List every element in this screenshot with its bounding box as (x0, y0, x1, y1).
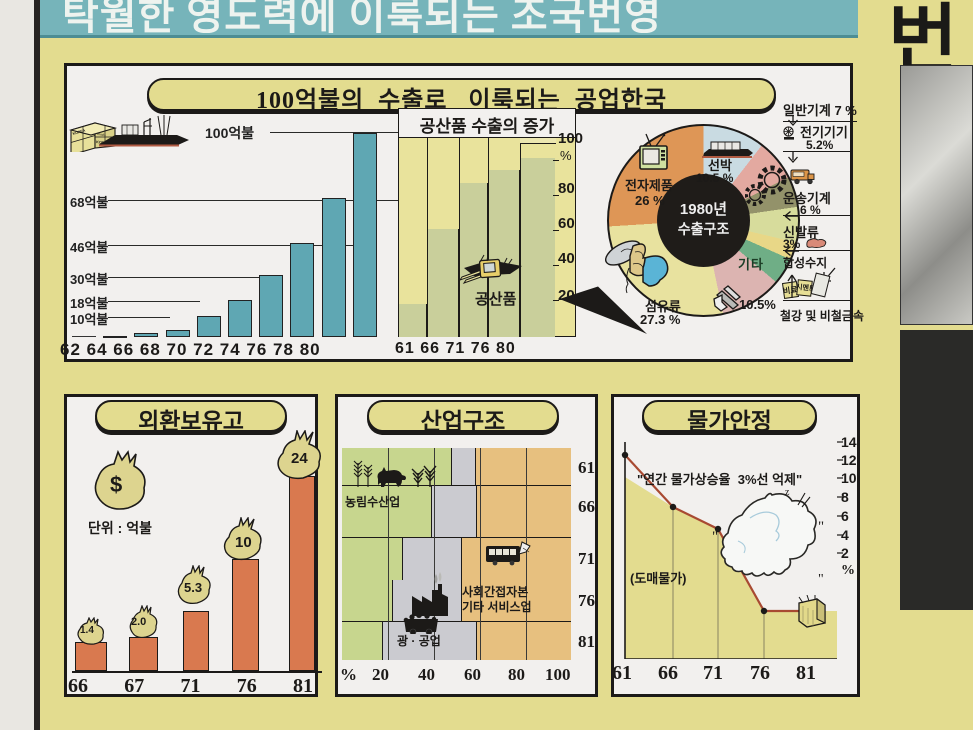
svg-text:": " (818, 572, 824, 587)
svg-text:": " (712, 529, 718, 545)
svg-text:z: z (785, 487, 790, 498)
svg-text:": " (818, 519, 824, 535)
svg-text:$: $ (110, 472, 122, 497)
